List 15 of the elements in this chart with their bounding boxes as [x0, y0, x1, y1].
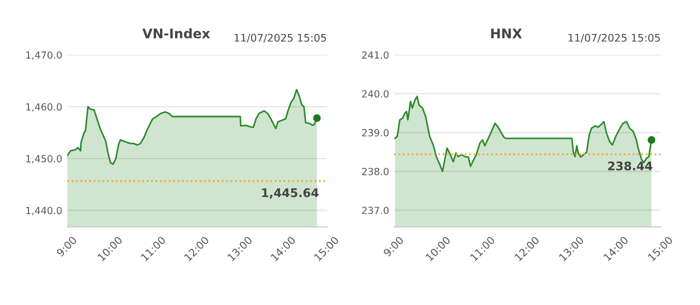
text: 11/07/2025 15:05: [568, 34, 660, 43]
y-tick-label: 1,460.0: [26, 103, 62, 112]
y-tick-label: 239.0: [362, 129, 389, 136]
y-tick-label: 240.0: [362, 90, 389, 98]
y-tick-label: 238.0: [362, 168, 389, 176]
ref-line-label: 238.44: [608, 161, 652, 170]
y-tick-label: 1,470.0: [26, 51, 62, 60]
y-tick-label: 1,450.0: [26, 155, 62, 164]
y-tick-label: 241.0: [362, 51, 389, 59]
chart-title: HNX: [491, 28, 522, 38]
y-tick-label: 237.0: [362, 206, 389, 214]
y-tick-label: 1,440.0: [26, 206, 62, 216]
text: 11/07/2025 15:05: [234, 34, 326, 43]
ref-line-label: 1,445.64: [262, 188, 319, 199]
chart-title: VN-Index: [142, 28, 210, 38]
